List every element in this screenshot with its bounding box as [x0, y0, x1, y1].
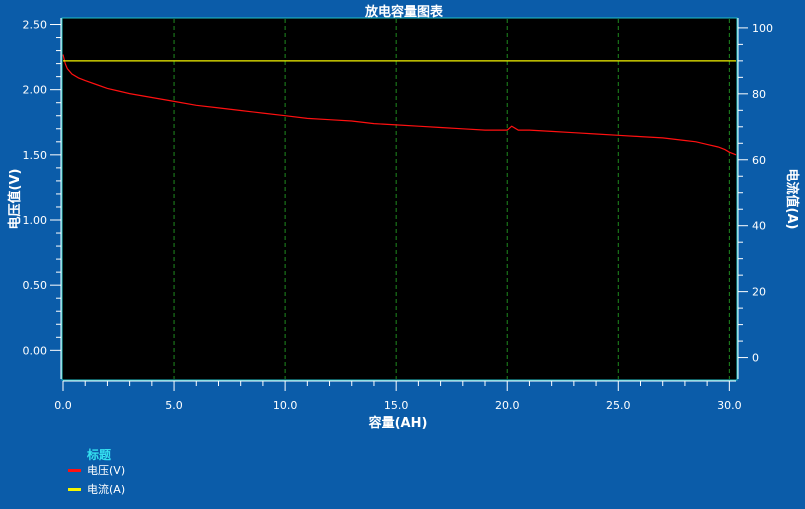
legend-label-current: 电流(A) — [87, 483, 126, 496]
voltage-series-line — [62, 54, 737, 156]
x-axis-label: 容量(AH) — [368, 415, 428, 431]
plot-area — [61, 17, 738, 381]
y-axis-label: 电压值(V) — [7, 169, 23, 230]
chart-title: 放电容量图表 — [364, 4, 444, 20]
x-tick-label: 15.0 — [384, 399, 409, 412]
legend-swatch-voltage — [68, 468, 81, 472]
x-tick-label: 30.0 — [717, 399, 742, 412]
y2-tick-label: 40 — [752, 220, 766, 233]
y-tick-label: 2.50 — [23, 19, 48, 32]
y2-tick-label: 20 — [752, 286, 766, 299]
legend-label-voltage: 电压(V) — [87, 464, 126, 477]
y2-tick-label: 60 — [752, 154, 766, 167]
y-tick-label: 1.00 — [23, 214, 48, 227]
y2-tick-label: 100 — [752, 22, 773, 35]
legend-swatch-current — [68, 487, 81, 491]
x-tick-label: 0.0 — [54, 399, 72, 412]
y2-tick-label: 80 — [752, 88, 766, 101]
legend-title: 标题 — [87, 448, 112, 462]
legend-item-voltage: 电压(V) — [68, 462, 125, 478]
x-tick-label: 10.0 — [273, 399, 298, 412]
y2-axis-label: 电流值(A) — [784, 169, 800, 230]
x-tick-label: 5.0 — [165, 399, 183, 412]
y-tick-label: 2.00 — [23, 84, 48, 97]
y-tick-label: 0.50 — [23, 279, 48, 292]
legend-item-current: 电流(A) — [68, 481, 125, 497]
x-tick-label: 25.0 — [606, 399, 631, 412]
y2-tick-label: 0 — [752, 352, 759, 365]
y-tick-label: 1.50 — [23, 149, 48, 162]
y-tick-label: 0.00 — [23, 344, 48, 357]
x-tick-label: 20.0 — [495, 399, 520, 412]
